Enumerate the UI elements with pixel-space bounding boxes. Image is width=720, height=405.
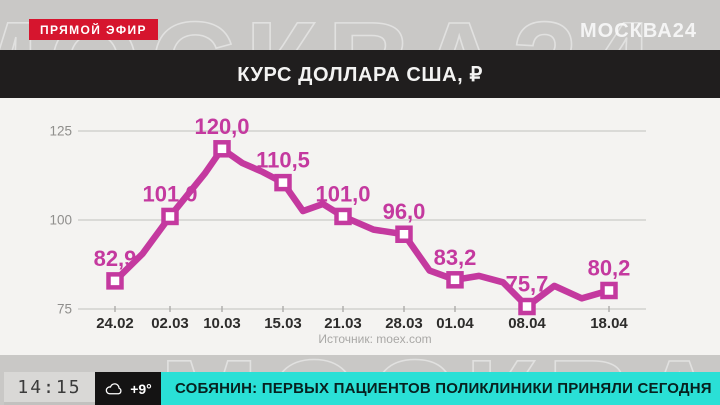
x-axis-label: 28.03 (385, 315, 423, 332)
news-ticker: СОБЯНИН: ПЕРВЫХ ПАЦИЕНТОВ ПОЛИКЛИНИКИ ПР… (161, 372, 720, 405)
data-point-label: 75,7 (506, 272, 549, 297)
data-point-marker (600, 281, 618, 300)
data-point-label: 96,0 (383, 199, 426, 224)
source-caption: Источник: moex.com (318, 332, 432, 346)
x-axis-label: 01.04 (436, 315, 474, 332)
data-point-marker (274, 173, 292, 192)
data-point-label: 120,0 (194, 114, 249, 139)
x-axis-label: 08.04 (508, 315, 546, 332)
data-point-label: 80,2 (588, 255, 631, 280)
chart-title: КУРС ДОЛЛАРА США, ₽ (237, 63, 483, 86)
y-axis-label: 125 (49, 124, 72, 139)
x-axis-label: 21.03 (324, 315, 362, 332)
data-point-label: 110,5 (256, 148, 310, 173)
cloud-icon (105, 383, 122, 395)
x-axis-label: 15.03 (264, 315, 302, 332)
live-badge: ПРЯМОЙ ЭФИР (29, 19, 158, 40)
chart-title-bar: КУРС ДОЛЛАРА США, ₽ (0, 50, 720, 98)
info-bar: 14:15 +9° СОБЯНИН: ПЕРВЫХ ПАЦИЕНТОВ ПОЛИ… (0, 372, 720, 405)
weather-widget: +9° (95, 372, 161, 405)
data-point-marker (161, 207, 179, 226)
x-axis-label: 02.03 (151, 315, 189, 332)
channel-logo: МОСКВА24 (579, 20, 697, 42)
data-point-marker (518, 297, 536, 316)
data-point-marker (334, 207, 352, 226)
data-point-marker (395, 225, 413, 243)
x-axis-label: 24.02 (96, 315, 134, 332)
y-axis-label: 75 (57, 302, 72, 317)
clock: 14:15 (4, 372, 95, 405)
rate-line (111, 145, 613, 310)
data-point-label: 101,0 (315, 181, 370, 206)
data-point-label: 83,2 (434, 245, 477, 270)
temperature: +9° (130, 380, 152, 397)
x-axis-label: 10.03 (203, 315, 241, 332)
data-point-marker (106, 272, 124, 290)
data-point-marker (213, 140, 231, 158)
data-point-marker (446, 271, 464, 289)
chart-panel: 75 100 125 82,9 24.02 101,0 02.03 120,0 10.03 110… (0, 98, 720, 355)
y-axis-label: 100 (49, 213, 72, 228)
x-axis-label: 18.04 (590, 315, 628, 332)
data-point-label: 82,9 (94, 246, 137, 271)
usd-rate-line-chart: 75 100 125 82,9 24.02 101,0 02.03 120,0 10.03 110… (49, 114, 646, 332)
data-point-label: 101,0 (142, 181, 197, 206)
